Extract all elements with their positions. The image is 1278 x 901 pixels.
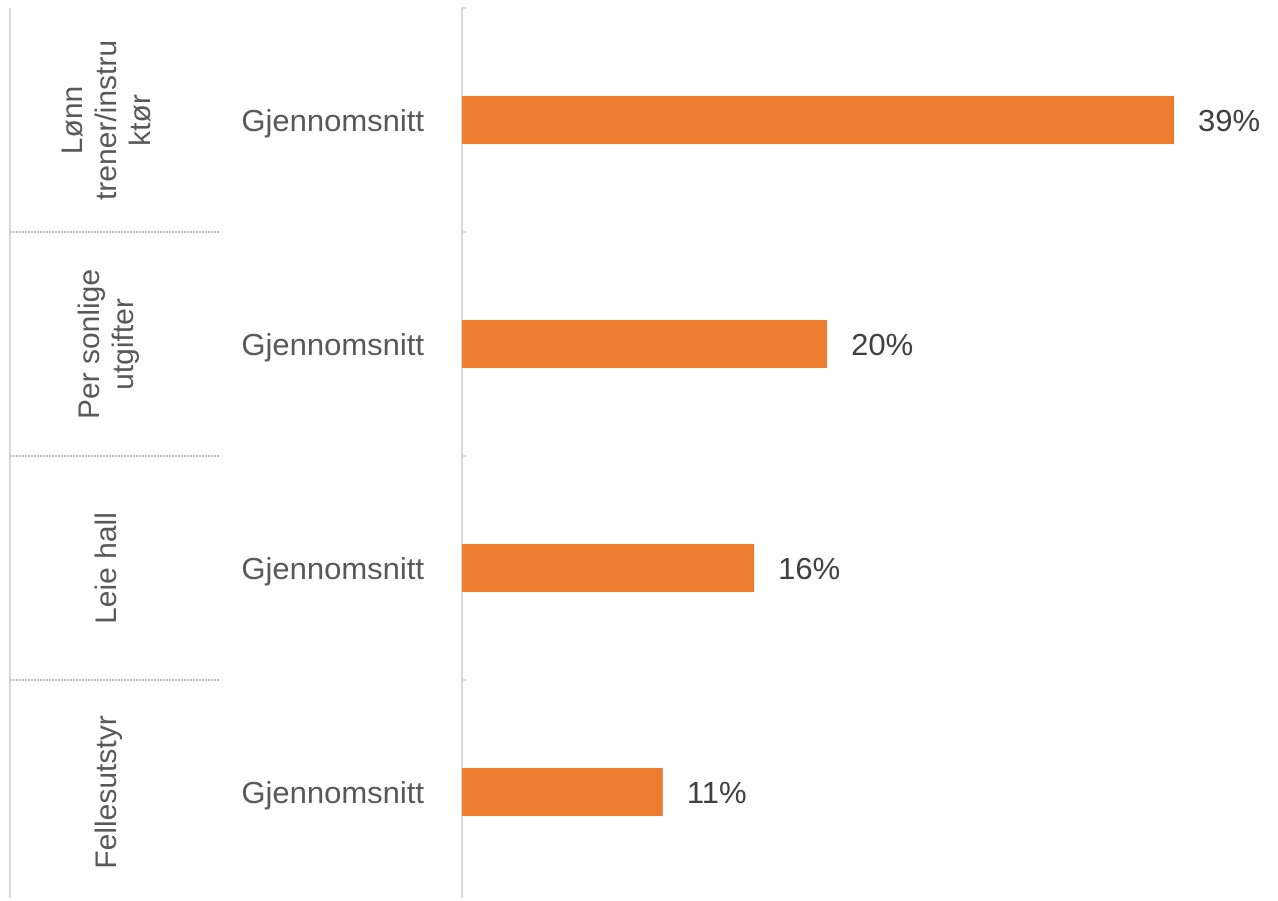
category-label: Gjennomsnitt: [241, 327, 424, 362]
group-label-line: trener/instru: [90, 40, 123, 200]
group-label-line: Leie hall: [90, 512, 123, 624]
value-label: 20%: [851, 327, 913, 362]
category-label: Gjennomsnitt: [241, 775, 424, 810]
category-label: Gjennomsnitt: [241, 551, 424, 586]
bar: [462, 96, 1174, 144]
group-label-line: ktør: [124, 94, 157, 146]
group-label: Leie hall: [90, 512, 123, 624]
group-label-line: Lønn: [56, 86, 89, 154]
value-label: 16%: [778, 551, 840, 586]
value-label: 11%: [687, 775, 747, 810]
group-label: Fellesutstyr: [90, 715, 123, 868]
group-label-line: utgifter: [107, 298, 140, 390]
bar: [462, 544, 755, 592]
bar: [462, 320, 828, 368]
group-label-line: Per sonlige: [73, 269, 106, 419]
group-label: Lønntrener/instruktør: [56, 40, 157, 200]
group-label: Per sonligeutgifter: [73, 269, 140, 419]
group-label-line: Fellesutstyr: [90, 715, 123, 868]
bar: [462, 768, 663, 816]
value-label: 39%: [1198, 103, 1260, 138]
category-label: Gjennomsnitt: [241, 103, 424, 138]
